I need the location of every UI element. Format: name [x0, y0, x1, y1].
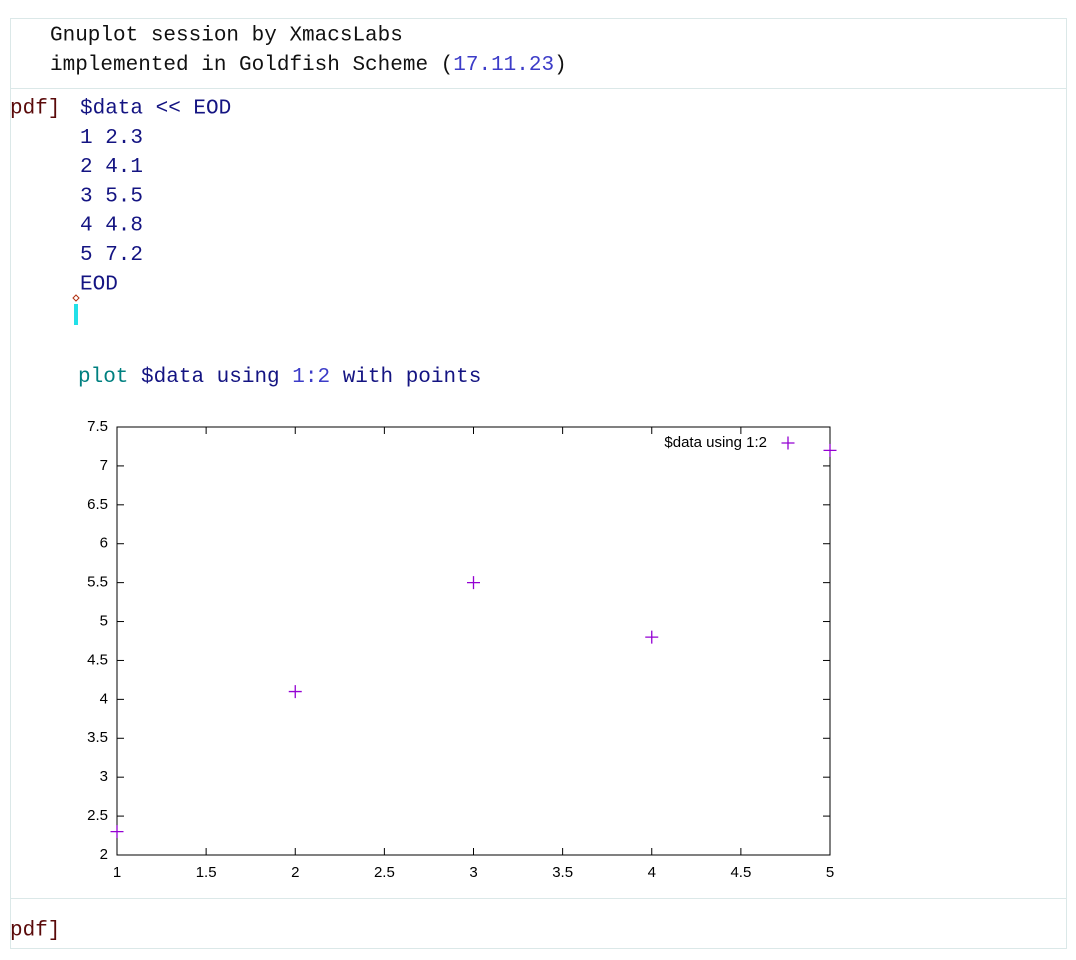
command-columns: 1:2	[292, 366, 330, 389]
session-box	[10, 88, 1067, 899]
plot-border	[116, 426, 831, 856]
header-text: implemented in Goldfish Scheme (	[50, 54, 453, 77]
y-tick-label: 5	[100, 613, 108, 630]
point	[288, 685, 302, 699]
y-tick-label: 6.5	[87, 496, 108, 513]
point	[110, 825, 124, 839]
header-line: implemented in Goldfish Scheme (17.11.23…	[50, 54, 567, 77]
input-line: 5 7.2	[80, 244, 143, 267]
legend-marker	[781, 436, 795, 450]
x-tick-label: 4	[648, 864, 656, 881]
x-tick-label: 5	[826, 864, 834, 881]
x-tick-label: 3.5	[552, 864, 573, 881]
x-tick-label: 2	[291, 864, 299, 881]
header-line: Gnuplot session by XmacsLabs	[50, 25, 403, 48]
y-tick-label: 2.5	[87, 807, 108, 824]
point	[467, 576, 480, 590]
input-line: 1 2.3	[80, 127, 143, 150]
prompt: pdf]	[10, 920, 60, 943]
input-line: $data << EOD	[80, 98, 231, 121]
input-line: 2 4.1	[80, 156, 143, 179]
version: 17.11.23	[453, 54, 554, 77]
y-tick-label: 5.5	[87, 574, 108, 591]
point	[645, 630, 659, 644]
y-tick-label: 3.5	[87, 729, 108, 746]
input-line: 4 4.8	[80, 215, 143, 238]
x-tick-label: 3	[469, 864, 477, 881]
y-tick-label: 2	[100, 846, 108, 863]
y-tick-label: 4	[100, 690, 108, 707]
command-keyword: plot	[78, 366, 128, 389]
x-tick-label: 2.5	[374, 864, 395, 881]
y-tick-label: 3	[100, 768, 108, 785]
legend-label: $data using 1:2	[664, 434, 767, 451]
command-source: $data using	[141, 366, 280, 389]
point	[823, 443, 837, 457]
header-text: )	[554, 54, 567, 77]
plot-command: plot $data using 1:2 with points	[78, 366, 481, 389]
x-tick-label: 4.5	[730, 864, 751, 881]
next-session-box	[10, 898, 1067, 949]
command-style: with points	[343, 366, 482, 389]
prompt: pdf]	[10, 98, 60, 121]
y-tick-label: 6	[100, 535, 108, 552]
x-tick-label: 1	[113, 864, 121, 881]
input-line: 3 5.5	[80, 185, 143, 208]
input-line: EOD	[80, 273, 118, 296]
y-tick-label: 4.5	[87, 651, 108, 668]
y-tick-label: 7.5	[87, 418, 108, 435]
cursor-marker	[72, 294, 80, 302]
y-tick-label: 7	[100, 457, 108, 474]
x-tick-label: 1.5	[196, 864, 217, 881]
